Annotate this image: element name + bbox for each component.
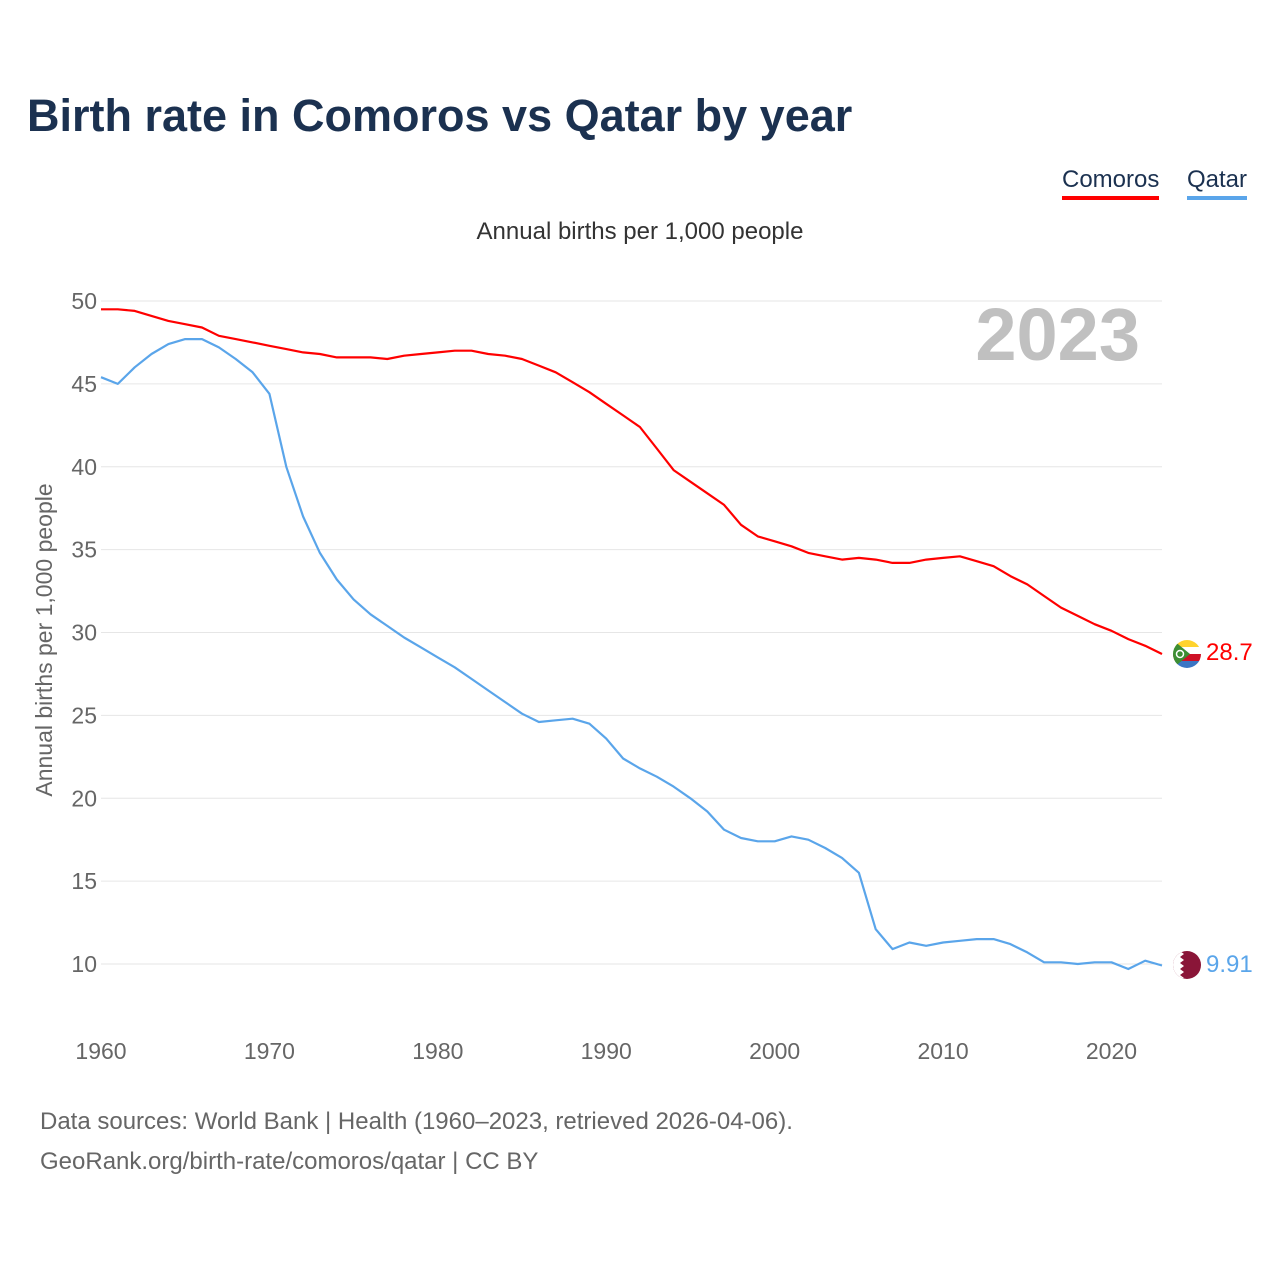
year-watermark: 2023: [975, 293, 1140, 376]
y-tick-label: 40: [71, 454, 97, 480]
footer-sources: Data sources: World Bank | Health (1960–…: [40, 1108, 793, 1135]
y-axis-label: Annual births per 1,000 people: [31, 483, 57, 796]
legend-item-qatar[interactable]: Qatar: [1187, 166, 1248, 200]
chart-subtitle: Annual births per 1,000 people: [476, 218, 804, 245]
x-tick-label: 1980: [412, 1038, 463, 1064]
y-tick-label: 30: [71, 620, 97, 646]
footer-link[interactable]: GeoRank.org/birth-rate/comoros/qatar | C…: [40, 1148, 539, 1175]
x-tick-label: 2010: [917, 1038, 968, 1064]
comoros-flag-icon: [1173, 640, 1201, 668]
qatar-end-value: 9.91: [1206, 951, 1253, 978]
y-tick-label: 50: [71, 288, 97, 314]
series-line-qatar[interactable]: [100, 338, 1163, 971]
x-tick-label: 1990: [581, 1038, 632, 1064]
x-tick-label: 1970: [244, 1038, 295, 1064]
x-tick-label: 2020: [1086, 1038, 1137, 1064]
y-tick-label: 45: [71, 371, 97, 397]
y-tick-label: 15: [71, 868, 97, 894]
qatar-flag-icon: [1173, 951, 1201, 979]
comoros-end-value: 28.7: [1206, 639, 1253, 666]
chart-title: Birth rate in Comoros vs Qatar by year: [27, 90, 853, 141]
y-tick-label: 25: [71, 702, 97, 728]
x-tick-label: 1960: [75, 1038, 126, 1064]
y-tick-label: 35: [71, 537, 97, 563]
series-line-comoros[interactable]: [101, 308, 1163, 655]
y-tick-label: 20: [71, 785, 97, 811]
x-tick-label: 2000: [749, 1038, 800, 1064]
legend-item-comoros[interactable]: Comoros: [1062, 166, 1160, 200]
y-tick-label: 10: [71, 951, 97, 977]
